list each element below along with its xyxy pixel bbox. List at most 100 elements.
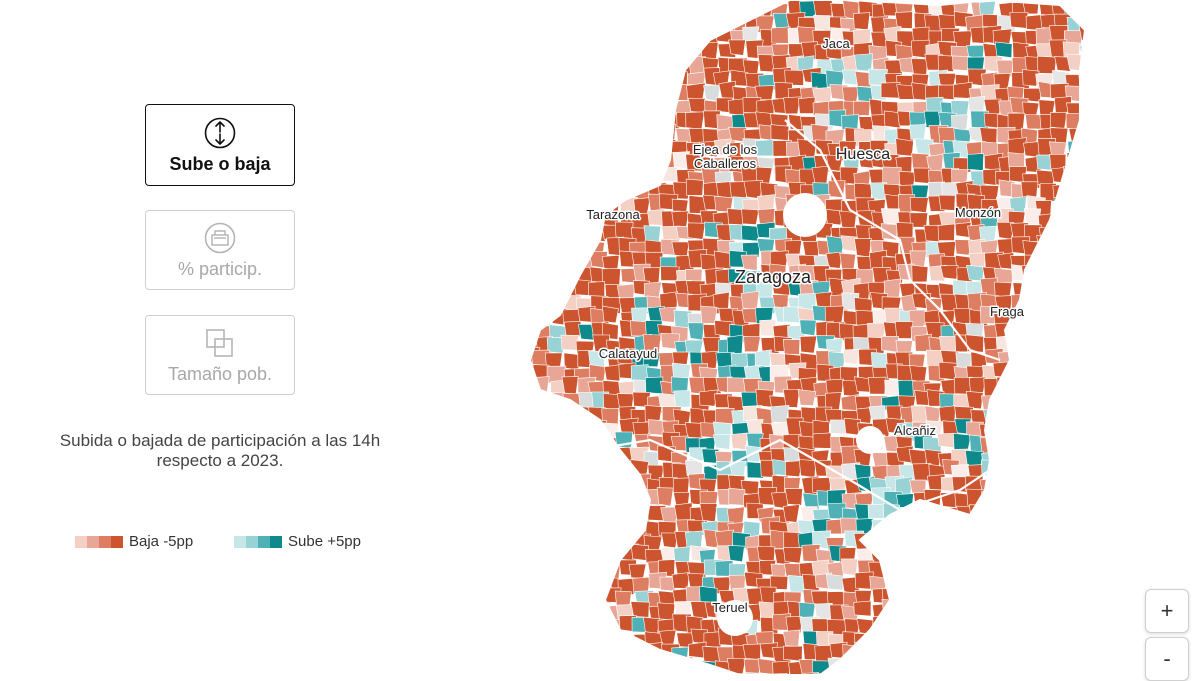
municipality-cell[interactable] [520, 256, 537, 272]
municipality-cell[interactable] [1081, 436, 1099, 453]
municipality-cell[interactable] [691, 672, 708, 676]
municipality-cell[interactable] [1095, 308, 1100, 324]
municipality-cell[interactable] [1024, 323, 1040, 337]
municipality-cell[interactable] [1078, 238, 1096, 255]
municipality-cell[interactable] [784, 97, 801, 114]
municipality-cell[interactable] [910, 588, 929, 606]
municipality-cell[interactable] [561, 535, 577, 553]
municipality-cell[interactable] [1069, 517, 1086, 533]
municipality-cell[interactable] [523, 605, 541, 619]
municipality-cell[interactable] [715, 530, 734, 546]
municipality-cell[interactable] [731, 433, 747, 450]
municipality-cell[interactable] [1026, 350, 1042, 368]
municipality-cell[interactable] [658, 84, 676, 101]
municipality-cell[interactable] [589, 489, 605, 505]
municipality-cell[interactable] [1068, 263, 1086, 280]
municipality-cell[interactable] [1066, 559, 1082, 575]
municipality-cell[interactable] [1097, 42, 1100, 60]
municipality-cell[interactable] [1052, 504, 1070, 522]
municipality-cell[interactable] [1050, 112, 1067, 129]
municipality-cell[interactable] [713, 435, 730, 450]
municipality-cell[interactable] [592, 437, 609, 454]
municipality-cell[interactable] [619, 172, 636, 187]
municipality-cell[interactable] [883, 644, 899, 659]
municipality-cell[interactable] [1037, 450, 1054, 466]
municipality-cell[interactable] [520, 138, 535, 156]
municipality-cell[interactable] [913, 607, 932, 621]
municipality-cell[interactable] [676, 2, 693, 16]
municipality-cell[interactable] [1079, 294, 1097, 310]
municipality-cell[interactable] [856, 426, 884, 454]
municipality-cell[interactable] [547, 26, 563, 42]
municipality-cell[interactable] [662, 70, 679, 88]
municipality-cell[interactable] [587, 18, 605, 35]
municipality-cell[interactable] [645, 377, 663, 394]
municipality-cell[interactable] [576, 4, 595, 19]
municipality-cell[interactable] [981, 657, 999, 672]
municipality-cell[interactable] [927, 669, 946, 675]
municipality-cell[interactable] [966, 521, 983, 537]
municipality-cell[interactable] [896, 549, 914, 564]
municipality-cell[interactable] [926, 576, 945, 593]
aragon-municipal-map[interactable]: Jaca Ejea de los Caballeros Huesca Taraz… [520, 0, 1100, 675]
municipality-cell[interactable] [783, 547, 802, 563]
municipality-cell[interactable] [589, 520, 608, 538]
municipality-cell[interactable] [1041, 311, 1058, 329]
municipality-cell[interactable] [1053, 577, 1071, 593]
municipality-cell[interactable] [1096, 224, 1100, 240]
municipality-cell[interactable] [747, 419, 764, 435]
municipality-cell[interactable] [911, 658, 929, 675]
municipality-cell[interactable] [565, 436, 583, 452]
municipality-cell[interactable] [1094, 351, 1100, 369]
municipality-cell[interactable] [621, 113, 638, 130]
municipality-cell[interactable] [688, 98, 705, 113]
municipality-cell[interactable] [1025, 292, 1043, 308]
municipality-cell[interactable] [590, 574, 607, 591]
municipality-cell[interactable] [575, 603, 593, 618]
municipality-cell[interactable] [604, 85, 621, 102]
municipality-cell[interactable] [785, 488, 803, 505]
municipality-cell[interactable] [1054, 376, 1071, 394]
municipality-cell[interactable] [521, 30, 539, 46]
municipality-cell[interactable] [938, 224, 955, 241]
municipality-cell[interactable] [1081, 97, 1098, 113]
municipality-cell[interactable] [1009, 335, 1026, 351]
municipality-cell[interactable] [1009, 379, 1028, 393]
municipality-cell[interactable] [1052, 257, 1070, 271]
municipality-cell[interactable] [881, 336, 898, 352]
municipality-cell[interactable] [899, 657, 916, 674]
municipality-cell[interactable] [1026, 589, 1044, 608]
municipality-cell[interactable] [563, 587, 580, 604]
municipality-cell[interactable] [536, 460, 552, 477]
municipality-cell[interactable] [574, 647, 592, 663]
municipality-cell[interactable] [1083, 575, 1099, 593]
municipality-cell[interactable] [1036, 461, 1055, 479]
municipality-cell[interactable] [705, 2, 721, 18]
municipality-cell[interactable] [646, 70, 665, 86]
municipality-cell[interactable] [620, 476, 637, 494]
municipality-cell[interactable] [1035, 502, 1051, 519]
municipality-cell[interactable] [1010, 408, 1027, 425]
municipality-cell[interactable] [798, 390, 816, 406]
municipality-cell[interactable] [591, 1, 609, 17]
municipality-cell[interactable] [855, 54, 873, 71]
municipality-cell[interactable] [853, 659, 872, 675]
municipality-cell[interactable] [536, 643, 553, 658]
municipality-cell[interactable] [535, 396, 553, 412]
municipality-cell[interactable] [967, 549, 984, 566]
municipality-cell[interactable] [551, 450, 568, 468]
municipality-cell[interactable] [1026, 476, 1043, 493]
municipality-cell[interactable] [1091, 629, 1100, 645]
municipality-cell[interactable] [1051, 310, 1067, 326]
municipality-cell[interactable] [672, 573, 689, 589]
municipality-cell[interactable] [1095, 489, 1100, 506]
municipality-cell[interactable] [587, 605, 605, 621]
municipality-cell[interactable] [546, 1, 564, 17]
municipality-cell[interactable] [1009, 489, 1027, 506]
municipality-cell[interactable] [939, 545, 958, 562]
municipality-cell[interactable] [560, 125, 578, 141]
municipality-cell[interactable] [873, 648, 890, 663]
municipality-cell[interactable] [927, 585, 944, 603]
municipality-cell[interactable] [941, 631, 958, 648]
municipality-cell[interactable] [841, 236, 857, 252]
